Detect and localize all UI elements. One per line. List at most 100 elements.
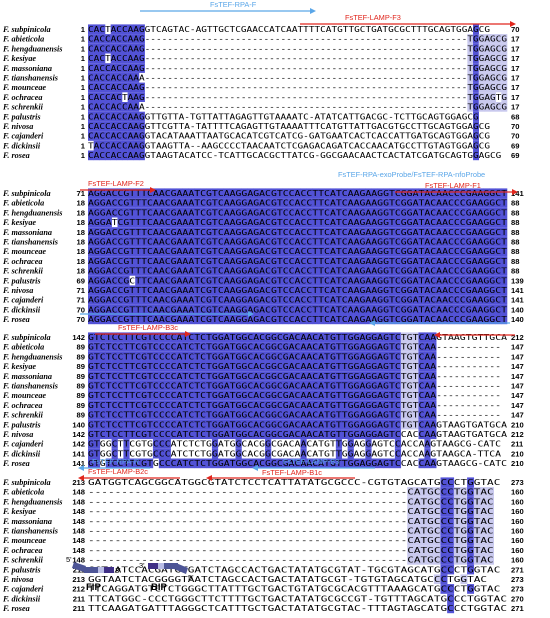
shade-cell (483, 198, 490, 208)
end-position: 212 (511, 430, 524, 439)
shade-cell (418, 342, 425, 352)
shade-cell (467, 564, 475, 575)
shade-cell (406, 246, 413, 257)
shade-cell (427, 506, 435, 517)
shade-cell (270, 207, 278, 218)
shade-cell (347, 246, 354, 257)
shade-cell (424, 236, 431, 247)
shade-cell (467, 53, 474, 64)
shade-cell (477, 198, 484, 208)
shade-cell (359, 246, 366, 257)
shade-cell (394, 439, 402, 449)
shade-cell (229, 227, 236, 237)
primer-arrowhead-lamp-b3c (185, 331, 191, 337)
shade-cell (200, 266, 207, 276)
shade-cell (447, 236, 455, 247)
shade-cell (465, 304, 472, 315)
end-position: 160 (511, 488, 524, 497)
shade-cell (99, 207, 106, 218)
shade-cell (141, 207, 148, 218)
shade-cell (138, 63, 145, 73)
shade-cell (471, 295, 478, 305)
fip-segment-1 (72, 562, 86, 572)
shade-cell (324, 256, 331, 266)
shade-cell (88, 361, 95, 372)
bip-segment-4 (174, 563, 188, 574)
shade-cell (265, 390, 272, 401)
shade-cell (116, 63, 123, 73)
shade-cell (424, 188, 431, 199)
shade-cell (110, 102, 117, 112)
shade-cell (241, 332, 248, 343)
shade-cell (433, 525, 441, 536)
shade-cell (141, 188, 148, 199)
shade-cell (158, 342, 166, 352)
shade-cell (110, 121, 117, 132)
shade-cell (135, 361, 142, 372)
shade-cell (501, 314, 508, 325)
shade-cell (335, 410, 343, 420)
bip-segment-1 (148, 563, 158, 569)
shade-cell (111, 448, 118, 459)
primer-arrowhead-lamp-f3 (510, 21, 516, 27)
shade-cell (211, 188, 219, 199)
shade-cell (147, 207, 154, 218)
shade-cell (152, 236, 160, 247)
shade-cell (88, 332, 95, 343)
shade-cell (377, 295, 384, 305)
shade-cell (117, 380, 124, 391)
shade-cell (211, 410, 219, 420)
shade-cell (473, 111, 479, 122)
shade-cell (418, 410, 425, 420)
shade-cell (447, 198, 455, 208)
shade-cell (211, 314, 219, 325)
shade-cell (453, 217, 461, 228)
shade-cell (318, 266, 325, 276)
shade-cell (265, 380, 272, 391)
shade-cell (341, 198, 348, 208)
shade-cell (318, 256, 325, 266)
shade-cell (270, 227, 278, 237)
shade-cell (424, 429, 431, 440)
sequence-text: AGGACCGTTTCAACGAAATCGTCAAGGAGACGTCCACCTT… (88, 256, 507, 266)
shade-cell (394, 351, 402, 362)
shade-cell (265, 285, 272, 296)
shade-cell (388, 351, 396, 362)
shade-cell (353, 390, 360, 401)
shade-cell (229, 342, 236, 352)
shade-cell (300, 285, 307, 296)
species-label: F. abieticola (2, 35, 44, 44)
shade-cell (442, 188, 449, 199)
shade-cell (129, 361, 136, 372)
shade-cell (473, 102, 479, 112)
shade-cell (473, 92, 479, 102)
shade-cell (117, 410, 124, 420)
shade-cell (152, 448, 160, 459)
sequence-text: GTCTCCTTCGTCCCCATCTCTGGATGGCACGGCGACAACA… (88, 429, 507, 439)
primer-annotations: FsTEF-RPA-F FsTEF-LAMP-F3 FsTEF-LAMP-F2 … (78, 0, 518, 481)
shade-cell (158, 458, 166, 469)
shade-cell (495, 246, 502, 257)
shade-cell (365, 400, 372, 410)
shade-cell (483, 295, 490, 305)
shade-cell (147, 246, 154, 257)
end-position: 147 (511, 382, 524, 391)
shade-cell (135, 207, 142, 218)
end-position: 147 (511, 401, 524, 410)
shade-cell (241, 400, 248, 410)
shade-cell (430, 217, 437, 228)
shade-cell (400, 351, 407, 362)
shade-cell (300, 304, 307, 315)
shade-cell (176, 304, 183, 315)
shade-cell (484, 102, 491, 112)
shade-cell (365, 390, 372, 401)
shade-cell (135, 429, 142, 440)
shade-cell (104, 111, 111, 122)
shade-cell (490, 43, 496, 54)
shade-cell (93, 24, 100, 35)
shade-cell (473, 53, 479, 64)
shade-cell (182, 304, 189, 315)
start-position: 148 (72, 517, 85, 526)
shade-cell (394, 227, 402, 237)
shade-cell (477, 207, 484, 218)
